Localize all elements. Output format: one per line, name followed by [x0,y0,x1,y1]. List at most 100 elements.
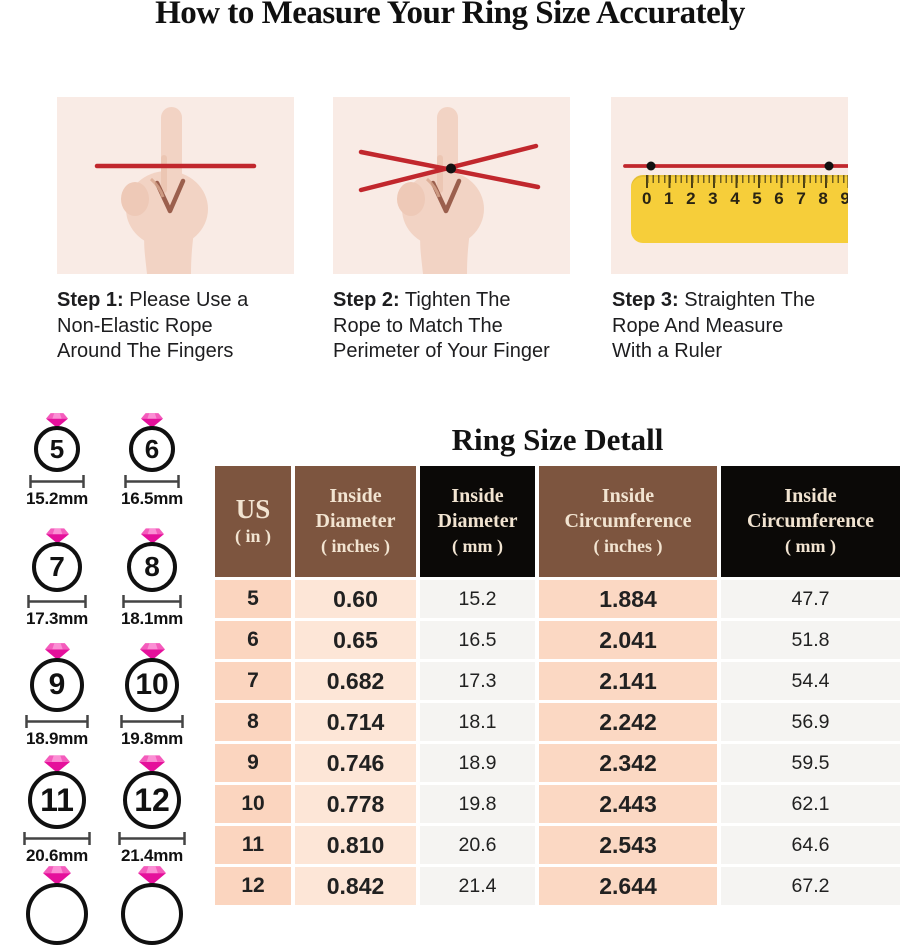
table-cell: 5 [215,580,291,618]
ring-item [105,866,199,945]
table-cell: 56.9 [721,703,900,741]
diamond-icon [138,866,166,885]
header-unit: ( inches ) [321,536,390,556]
header-line: Diameter [437,510,518,532]
ring-band-icon: 5 [34,426,80,472]
step1-text-line3: Around The Fingers [57,340,234,362]
ring-mm-label: 18.1mm [120,609,184,628]
table-cell: 0.60 [295,580,416,618]
rope-knot-dot-icon [446,163,456,174]
diamond-icon [139,755,165,773]
step3-caption: Step 3: Straighten The Rope And Measure … [612,288,882,365]
header-us-label: US [235,493,271,524]
table-cell: 11 [215,826,291,864]
table-cell: 62.1 [721,785,900,823]
width-bracket-icon [27,595,87,608]
header-unit: ( inches ) [593,536,663,556]
diamond-icon [44,755,70,773]
ruler-number: 0 [642,189,652,208]
header-line: Circumference [747,510,874,532]
table-cell: 2.644 [539,867,717,905]
table-cell: 64.6 [721,826,900,864]
ruler-number: 9 [840,189,848,208]
ruler-number: 3 [708,189,718,208]
table-cell: 18.1 [420,703,535,741]
table-cell: 16.5 [420,621,535,659]
table-cell: 9 [215,744,291,782]
header-us-unit: ( in ) [235,525,271,546]
table-row: 5 0.60 15.2 1.884 47.7 [215,580,900,618]
table-cell: 10 [215,785,291,823]
ring-item: 7 17.3mm [10,528,104,629]
header-line: Inside [451,485,504,507]
ring-mm-label: 16.5mm [120,489,184,508]
width-bracket-icon [120,715,184,728]
ring-item: 5 15.2mm [10,413,104,509]
ring-size-label: 9 [48,668,66,701]
ring-band-icon: 12 [123,771,181,829]
table-cell: 54.4 [721,662,900,700]
table-cell: 2.443 [539,785,717,823]
ring-size-label: 12 [134,781,170,818]
header-line: Inside [329,485,382,507]
table-cell: 0.65 [295,621,416,659]
header-line: Circumference [564,510,692,532]
ring-band-icon [121,883,183,945]
table-title: Ring Size Detall [451,422,664,457]
table-cell: 0.746 [295,744,416,782]
table-cell: 2.342 [539,744,717,782]
table-cell: 1.884 [539,580,717,618]
step1-label: Step 1: [57,289,124,311]
ring-item [10,866,104,945]
table-cell: 17.3 [420,662,535,700]
ring-size-chart: 5 15.2mm 6 16.5mm 7 [0,0,215,945]
table-cell: 2.141 [539,662,717,700]
ring-band-icon [26,883,88,945]
table-cell: 51.8 [721,621,900,659]
table-cell: 2.543 [539,826,717,864]
ruler-number: 8 [818,189,828,208]
ring-item: 8 18.1mm [105,528,199,629]
ring-size-label: 5 [49,433,65,464]
table-cell: 2.242 [539,703,717,741]
header-cell-circumference-mm: Inside Circumference ( mm ) [721,466,900,577]
step3-text-line1: Straighten The [684,289,816,311]
ring-item: 12 21.4mm [105,755,199,866]
ring-mm-label: 19.8mm [120,729,184,748]
ring-band-icon: 7 [32,542,82,592]
step2-text-line1: Tighten The [404,289,511,311]
table-cell: 0.810 [295,826,416,864]
step2-text-line3: Perimeter of Your Finger [333,340,550,362]
header-unit: ( mm ) [452,536,503,556]
header-unit: ( mm ) [785,536,836,556]
table-cell: 8 [215,703,291,741]
table-cell: 0.682 [295,662,416,700]
step1-text-line1: Please Use a [129,289,249,311]
measure-dot-icon [824,161,834,171]
ring-band-icon: 10 [125,658,179,712]
ring-item: 9 18.9mm [10,643,104,749]
table-cell: 19.8 [420,785,535,823]
table-cell: 59.5 [721,744,900,782]
header-line: Inside [784,485,837,507]
table-cell: 12 [215,867,291,905]
table-row: 7 0.682 17.3 2.141 54.4 [215,662,900,700]
ruler-ticks-minor [647,175,848,183]
ring-size-label: 6 [144,433,160,464]
hand-with-crossed-rope-icon [358,97,541,274]
width-bracket-icon [25,715,89,728]
ruler-number: 5 [752,189,762,208]
ring-band-icon: 11 [28,771,86,829]
diamond-icon [44,643,70,660]
table-cell: 21.4 [420,867,535,905]
header-line: Inside [601,485,655,507]
step1-caption: Step 1: Please Use a Non-Elastic Rope Ar… [57,288,327,365]
step1-text-line2: Non-Elastic Rope [57,314,213,337]
ruler-number: 1 [664,189,674,208]
step3-text-line3: With a Ruler [612,340,723,362]
diamond-icon [45,528,69,544]
table-row: 8 0.714 18.1 2.242 56.9 [215,703,900,741]
header-cell-us: US ( in ) [215,466,291,577]
